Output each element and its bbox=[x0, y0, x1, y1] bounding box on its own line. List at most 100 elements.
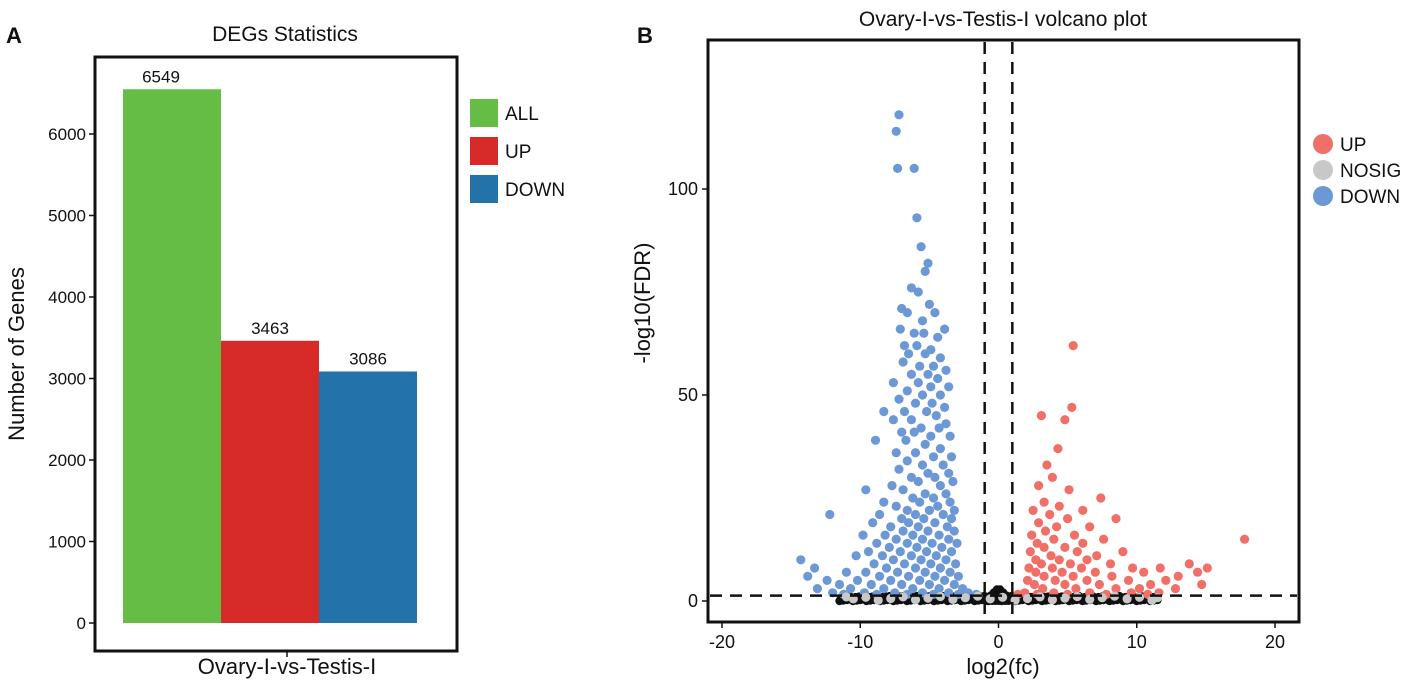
point-down bbox=[852, 575, 863, 586]
point-down bbox=[913, 287, 923, 297]
point-up bbox=[1060, 542, 1070, 553]
point-down bbox=[887, 481, 897, 491]
point-down bbox=[902, 308, 912, 318]
point-down bbox=[919, 514, 929, 524]
point-down bbox=[930, 308, 940, 318]
point-up bbox=[1085, 522, 1095, 532]
point-down bbox=[812, 584, 823, 594]
point-down bbox=[926, 431, 936, 441]
panel-label-b: B bbox=[637, 23, 653, 48]
point-up bbox=[1032, 538, 1042, 548]
bar-legend-swatch bbox=[470, 99, 498, 127]
point-down bbox=[901, 435, 911, 445]
point-down bbox=[944, 534, 954, 544]
point-up bbox=[1111, 584, 1121, 594]
point-down bbox=[902, 456, 912, 466]
volcano-x-tick-label: -20 bbox=[709, 632, 735, 652]
volcano-legend-marker bbox=[1313, 160, 1333, 180]
point-down bbox=[923, 468, 933, 478]
point-down bbox=[879, 406, 889, 417]
bar-value-label: 3463 bbox=[251, 319, 289, 338]
point-nosig bbox=[873, 595, 883, 605]
volcano-plot-frame bbox=[706, 38, 1301, 624]
point-up bbox=[1155, 563, 1165, 573]
point-up bbox=[1111, 514, 1121, 524]
point-up bbox=[1193, 567, 1203, 577]
point-down bbox=[933, 332, 943, 342]
bar-chart-title: DEGs Statistics bbox=[212, 23, 358, 46]
point-down bbox=[891, 501, 901, 511]
point-down bbox=[866, 579, 876, 590]
point-up bbox=[1040, 526, 1051, 536]
point-down bbox=[930, 571, 940, 581]
point-down bbox=[908, 584, 918, 594]
point-up bbox=[1134, 584, 1145, 594]
point-down bbox=[935, 353, 946, 363]
bar-y-tick-label: 2000 bbox=[48, 451, 86, 470]
point-nosig bbox=[898, 592, 908, 602]
point-nosig bbox=[910, 595, 921, 605]
point-down bbox=[879, 497, 889, 507]
point-down bbox=[922, 547, 932, 557]
point-down bbox=[930, 472, 940, 482]
point-down bbox=[919, 328, 929, 338]
point-down bbox=[934, 530, 944, 540]
bar-legend-swatch bbox=[470, 137, 498, 165]
point-down bbox=[923, 526, 933, 536]
bar-series: 6549 3463 3086 bbox=[123, 67, 417, 624]
point-down bbox=[927, 538, 937, 548]
point-up bbox=[1096, 493, 1106, 503]
volcano-threshold-lines bbox=[710, 42, 1297, 620]
point-down bbox=[923, 369, 933, 379]
point-down bbox=[825, 509, 835, 520]
point-down bbox=[915, 497, 925, 507]
point-down bbox=[931, 551, 941, 561]
point-up bbox=[1092, 551, 1102, 561]
point-up bbox=[1173, 571, 1183, 581]
volcano-points bbox=[796, 110, 1250, 606]
point-down bbox=[909, 328, 919, 338]
point-down bbox=[910, 563, 921, 573]
point-down bbox=[910, 448, 921, 458]
volcano-legend-label: NOSIG bbox=[1340, 161, 1401, 182]
panel-label-a: A bbox=[6, 23, 22, 48]
point-down bbox=[946, 547, 957, 557]
point-down bbox=[928, 452, 939, 462]
point-up bbox=[1057, 567, 1067, 577]
point-up bbox=[1049, 534, 1059, 544]
bar-legend: ALL UP DOWN bbox=[470, 99, 565, 203]
point-down bbox=[891, 534, 901, 544]
point-up bbox=[1039, 571, 1049, 581]
point-up bbox=[1046, 551, 1056, 561]
point-down bbox=[898, 526, 908, 536]
point-down bbox=[926, 382, 936, 392]
point-down bbox=[891, 126, 901, 136]
point-down bbox=[822, 575, 832, 586]
point-down bbox=[861, 485, 871, 495]
point-down bbox=[834, 579, 845, 590]
point-nosig bbox=[948, 594, 958, 605]
point-down bbox=[870, 435, 881, 445]
point-down bbox=[898, 485, 908, 495]
point-down bbox=[894, 110, 904, 120]
point-down bbox=[904, 518, 914, 528]
point-down bbox=[922, 406, 932, 417]
point-up bbox=[1067, 402, 1077, 412]
point-down bbox=[841, 567, 852, 577]
point-up bbox=[1036, 411, 1046, 421]
point-down bbox=[895, 324, 905, 334]
bar-plot-frame bbox=[93, 55, 459, 653]
volcano-y-tick-label: 50 bbox=[678, 385, 698, 405]
point-up bbox=[1107, 571, 1117, 581]
point-down bbox=[935, 481, 946, 491]
point-down bbox=[916, 555, 926, 565]
point-down bbox=[881, 563, 892, 573]
point-up bbox=[1123, 575, 1134, 586]
point-up bbox=[1094, 579, 1104, 590]
point-down bbox=[917, 316, 928, 326]
point-down bbox=[917, 460, 928, 470]
point-down bbox=[940, 575, 950, 586]
point-down bbox=[902, 505, 912, 515]
point-nosig bbox=[1047, 595, 1057, 605]
point-down bbox=[897, 427, 907, 437]
